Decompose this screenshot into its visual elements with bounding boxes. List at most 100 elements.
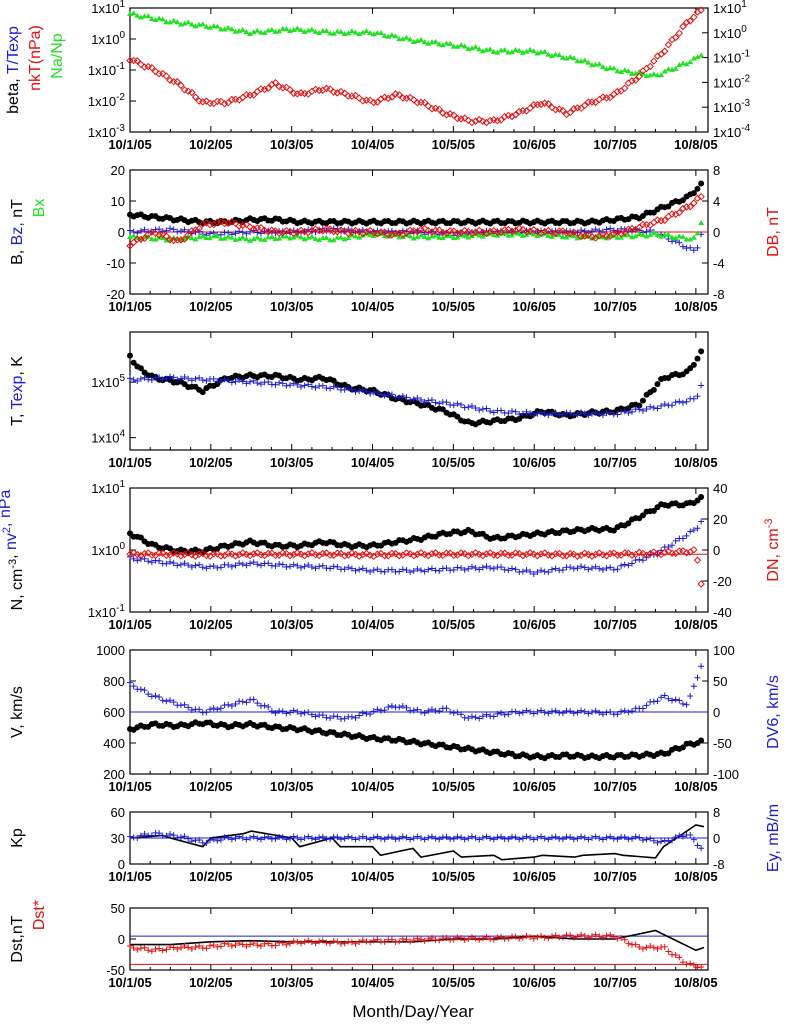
data-point: [279, 708, 286, 715]
data-point: [326, 85, 334, 93]
data-point: [330, 30, 337, 36]
data-point: [592, 931, 599, 938]
data-point: [181, 942, 188, 949]
data-point: [534, 410, 541, 417]
data-point: [297, 564, 304, 571]
x-tick-label: 10/4/05: [351, 617, 394, 632]
data-point: [661, 692, 668, 699]
data-point: [578, 833, 585, 840]
x-tick-label: 10/2/05: [189, 137, 232, 152]
data-point: [180, 86, 189, 94]
data-point: [487, 565, 494, 572]
data-point: [312, 713, 319, 720]
data-point: [359, 232, 366, 238]
data-point: [698, 493, 705, 500]
data-point: [610, 549, 618, 557]
data-point: [199, 389, 206, 396]
data-point: [265, 704, 272, 711]
data-point: [337, 549, 345, 558]
data-point: [345, 833, 352, 840]
data-point: [687, 244, 694, 251]
y2-tick-label: -20: [713, 574, 732, 589]
data-point: [632, 233, 639, 239]
data-point: [239, 378, 246, 385]
data-point: [334, 938, 341, 945]
data-point: [196, 836, 203, 843]
data-point: [436, 41, 443, 47]
data-point: [199, 233, 206, 239]
data-point: [225, 834, 232, 841]
data-point: [527, 934, 534, 941]
data-point: [675, 29, 684, 37]
data-point: [418, 709, 425, 716]
x-tick-label: 10/1/05: [108, 975, 151, 990]
data-point: [188, 707, 195, 714]
data-point: [308, 383, 315, 390]
data-point: [541, 48, 548, 54]
data-point: [443, 705, 450, 712]
data-point: [490, 232, 497, 238]
data-point: [479, 935, 486, 942]
data-point: [603, 834, 610, 841]
y-tick-label: 1x100: [91, 30, 125, 47]
data-point: [374, 706, 381, 713]
y-tick-label: 0: [118, 225, 125, 240]
data-point: [294, 25, 301, 31]
data-point: [610, 65, 617, 71]
data-point: [661, 548, 669, 557]
y2-tick-label: 0: [713, 543, 720, 558]
data-point: [505, 410, 512, 417]
panel-p7: 10/1/05 10/2/05 10/3/05 10/4/05 10/5/05 10/6/…: [9, 900, 718, 990]
data-point: [686, 17, 694, 25]
data-point: [498, 407, 505, 414]
data-point: [330, 383, 337, 390]
data-point: [225, 377, 232, 384]
data-point: [316, 563, 323, 570]
data-point: [479, 117, 487, 126]
data-point: [323, 234, 330, 240]
data-point: [203, 945, 210, 952]
data-point: [414, 935, 421, 942]
data-point: [207, 706, 214, 713]
data-point: [217, 218, 225, 226]
series-tri: [127, 10, 705, 79]
x-tick-label: 10/1/05: [108, 137, 151, 152]
data-point: [494, 934, 501, 941]
data-point: [133, 57, 141, 65]
data-point: [516, 47, 523, 53]
y2-label: DV6, km/s: [765, 675, 782, 749]
data-point: [697, 580, 705, 588]
data-point: [356, 566, 363, 573]
data-point: [348, 549, 356, 557]
data-point: [669, 837, 676, 844]
x-tick-label: 10/2/05: [189, 779, 232, 794]
x-tick-label: 10/8/05: [674, 299, 717, 314]
data-point: [396, 938, 403, 945]
data-point: [468, 118, 476, 127]
data-point: [286, 86, 294, 94]
y-tick-label: 1x104: [91, 429, 125, 446]
data-point: [232, 835, 239, 842]
data-point: [679, 22, 687, 31]
data-point: [275, 229, 283, 237]
data-point: [196, 561, 203, 568]
data-point: [479, 713, 486, 720]
data-point: [625, 520, 632, 527]
data-point: [614, 227, 621, 234]
data-point: [581, 564, 588, 571]
data-point: [170, 560, 177, 567]
data-point: [643, 702, 650, 709]
data-point: [527, 834, 534, 841]
data-point: [192, 23, 199, 29]
data-point: [352, 940, 359, 947]
data-point: [574, 565, 581, 572]
data-point: [690, 545, 698, 554]
data-point: [479, 48, 486, 54]
data-point: [316, 938, 323, 945]
data-point: [421, 836, 428, 843]
data-point: [505, 567, 512, 574]
data-point: [228, 702, 235, 709]
data-point: [671, 33, 680, 42]
data-point: [479, 228, 487, 236]
data-point: [177, 236, 185, 244]
